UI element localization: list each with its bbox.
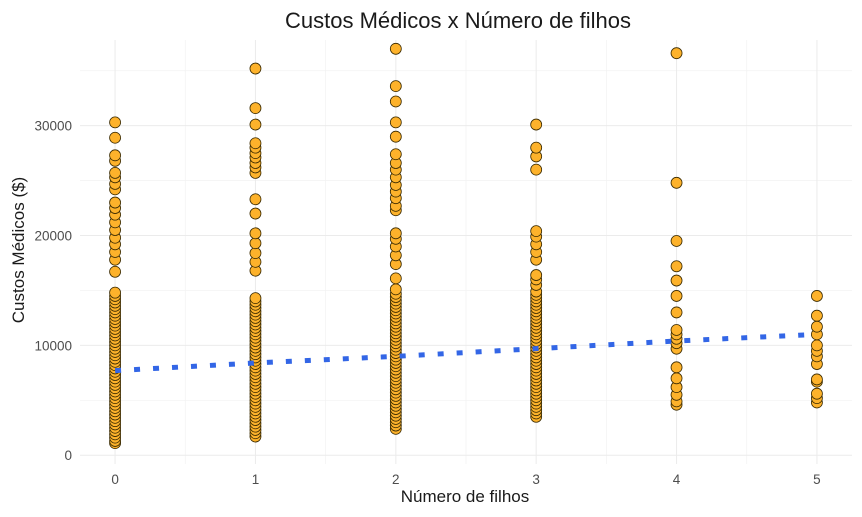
x-tick-label: 1 bbox=[252, 472, 260, 487]
data-point bbox=[389, 80, 402, 93]
trend-line-group bbox=[114, 331, 818, 374]
data-point bbox=[811, 309, 823, 322]
data-point bbox=[811, 320, 823, 333]
data-point bbox=[109, 196, 121, 209]
data-point bbox=[389, 95, 402, 108]
x-tick-label: 2 bbox=[392, 472, 400, 487]
scatter-points bbox=[109, 42, 823, 450]
data-point bbox=[389, 148, 402, 161]
y-tick-label: 30000 bbox=[34, 119, 72, 134]
data-point bbox=[670, 260, 683, 273]
x-tick-label: 4 bbox=[673, 472, 681, 487]
x-tick-label: 0 bbox=[111, 472, 119, 487]
data-point bbox=[530, 225, 543, 238]
data-point bbox=[670, 324, 683, 336]
data-point bbox=[670, 274, 683, 287]
data-point bbox=[670, 372, 683, 385]
y-tick-label: 20000 bbox=[34, 229, 72, 244]
data-point bbox=[249, 193, 262, 206]
data-point bbox=[811, 373, 823, 386]
data-point bbox=[249, 227, 262, 240]
data-point bbox=[670, 361, 683, 374]
data-point bbox=[109, 149, 121, 162]
data-point bbox=[389, 227, 402, 240]
x-tick-labels: 0 1 2 3 4 5 bbox=[111, 472, 820, 487]
data-point bbox=[670, 47, 683, 60]
data-point bbox=[109, 265, 121, 278]
data-point bbox=[249, 62, 262, 75]
data-point bbox=[249, 102, 262, 115]
data-point bbox=[670, 290, 683, 302]
data-point bbox=[389, 283, 402, 296]
data-point bbox=[811, 387, 823, 400]
data-point bbox=[249, 237, 262, 250]
trend-line bbox=[114, 331, 818, 374]
data-point bbox=[530, 118, 543, 131]
x-axis-title: Número de filhos bbox=[401, 487, 530, 506]
x-tick-label: 3 bbox=[532, 472, 540, 487]
x-tick-label: 5 bbox=[813, 472, 821, 487]
data-point bbox=[249, 207, 262, 220]
data-point bbox=[670, 306, 683, 319]
data-point bbox=[249, 137, 262, 150]
y-tick-labels: 0 10000 20000 30000 bbox=[34, 119, 72, 464]
grid bbox=[80, 40, 852, 464]
data-point bbox=[109, 116, 121, 129]
data-point bbox=[389, 42, 402, 55]
y-tick-label: 10000 bbox=[34, 338, 72, 353]
data-point bbox=[389, 272, 402, 285]
data-point bbox=[389, 116, 402, 129]
data-point bbox=[109, 167, 121, 179]
data-point bbox=[670, 176, 683, 189]
data-point bbox=[530, 141, 543, 154]
chart-title: Custos Médicos x Número de filhos bbox=[285, 8, 631, 33]
data-point bbox=[109, 131, 121, 144]
data-point bbox=[249, 247, 262, 259]
data-point bbox=[109, 286, 121, 299]
data-point bbox=[389, 130, 402, 143]
data-point bbox=[670, 235, 683, 247]
data-point bbox=[530, 269, 543, 281]
data-point bbox=[530, 163, 543, 176]
y-axis-title: Custos Médicos ($) bbox=[9, 177, 28, 323]
data-point bbox=[249, 292, 262, 305]
y-tick-label: 0 bbox=[64, 448, 72, 463]
data-point bbox=[811, 290, 823, 302]
data-point bbox=[249, 118, 262, 131]
data-point bbox=[811, 339, 823, 352]
